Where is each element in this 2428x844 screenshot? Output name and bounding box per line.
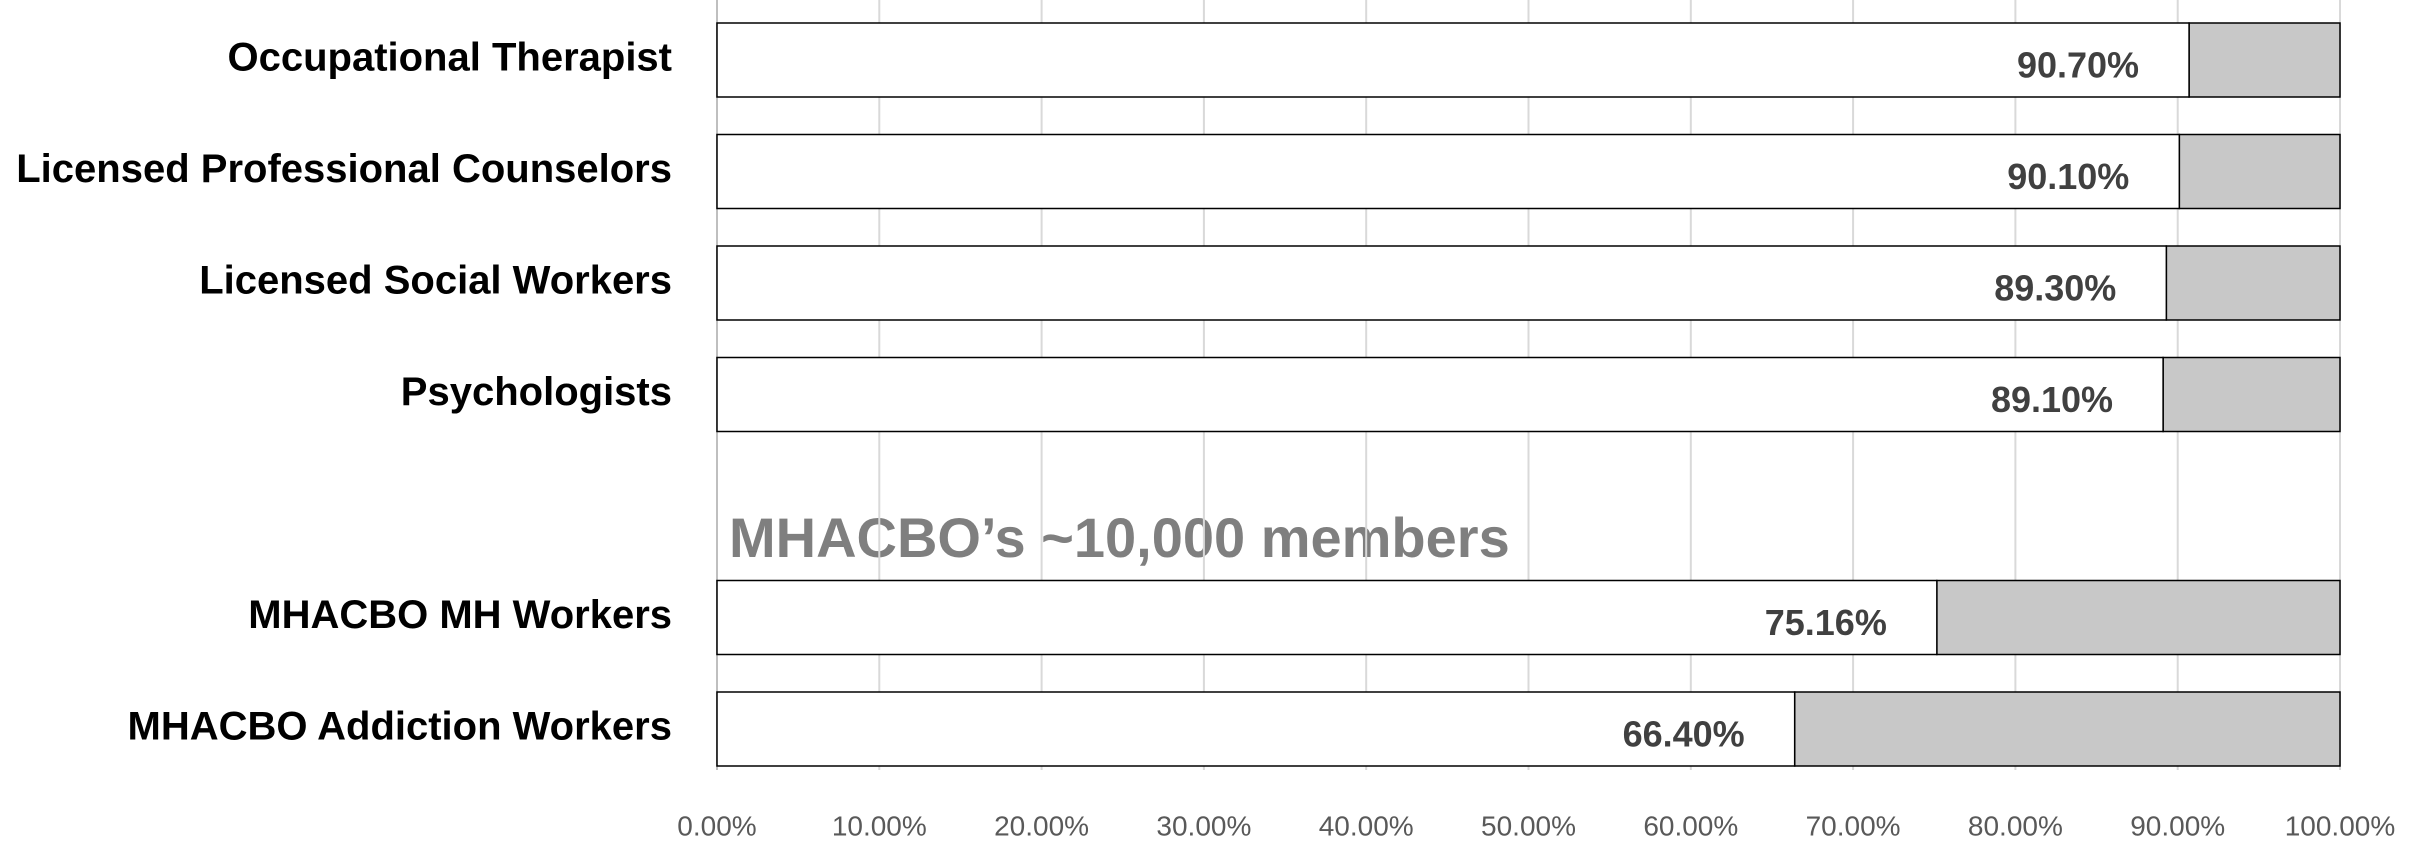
bar (716, 133, 2181, 210)
value-label: 89.10% (1991, 379, 2113, 420)
value-label: 75.16% (1765, 602, 1887, 643)
x-tick-label: 0.00% (677, 810, 756, 841)
annotation: MHACBO’s ~10,000 members (729, 506, 1510, 569)
value-label: 89.30% (1994, 268, 2116, 309)
value-label: 90.70% (2017, 45, 2139, 86)
bar (716, 245, 2168, 321)
remainder-bar (1793, 691, 2341, 767)
bar (716, 579, 1938, 656)
x-tick-label: 30.00% (1156, 810, 1251, 841)
category-label: Licensed Social Workers (199, 259, 672, 303)
x-tick-label: 90.00% (2130, 810, 2225, 841)
bar (716, 356, 2164, 433)
x-tick-label: 80.00% (1968, 810, 2063, 841)
category-label: Licensed Professional Counselors (16, 147, 672, 191)
category-label: Occupational Therapist (227, 36, 672, 80)
remainder-bar (2188, 22, 2341, 98)
remainder-bar (1936, 579, 2341, 656)
x-tick-label: 70.00% (1806, 810, 1901, 841)
remainder-bar (2178, 133, 2341, 210)
category-label: MHACBO MH Workers (248, 593, 672, 637)
x-tick-label: 100.00% (2285, 810, 2396, 841)
category-label: MHACBO Addiction Workers (128, 705, 672, 749)
x-tick-label: 20.00% (994, 810, 1089, 841)
bar (716, 691, 1796, 767)
remainder-bar (2162, 356, 2341, 433)
bar (716, 22, 2190, 98)
category-label: Psychologists (401, 370, 672, 414)
x-tick-label: 40.00% (1319, 810, 1414, 841)
x-tick-label: 60.00% (1643, 810, 1738, 841)
remainder-bar (2165, 245, 2341, 321)
value-label: 66.40% (1623, 714, 1745, 755)
x-tick-label: 50.00% (1481, 810, 1576, 841)
value-label: 90.10% (2007, 156, 2129, 197)
x-tick-label: 10.00% (832, 810, 927, 841)
